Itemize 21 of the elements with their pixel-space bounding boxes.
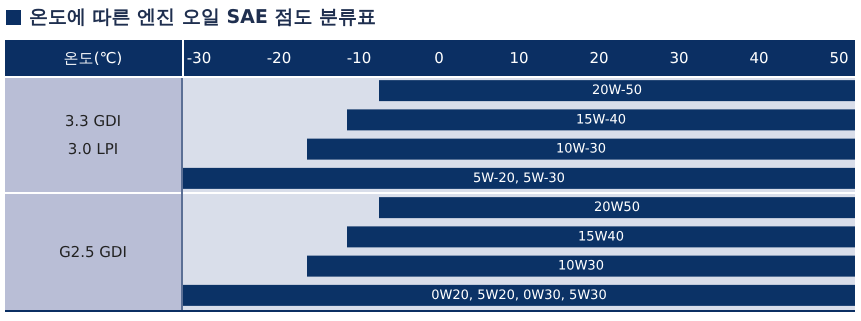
x-tick-label: 20 — [589, 48, 609, 67]
y-tick-label: 10W-30 — [556, 142, 606, 156]
chart-title: 온도에 따른 엔진 오일 SAE 점도 분류표 — [29, 5, 376, 30]
text: 3.3 GDI 3.0 LPI — [5, 78, 181, 192]
x-tick-label: -20 — [266, 48, 292, 67]
y-tick-label: 5W-20, 5W-30 — [473, 170, 565, 186]
x-tick-label: 10 — [509, 48, 529, 67]
y-tick-label: 20W-50 — [592, 83, 642, 98]
y-tick-label: 15W40 — [578, 229, 624, 244]
x-tick-label: 30 — [669, 48, 689, 67]
x-tick-label: 40 — [749, 48, 769, 67]
y-tick-label: 10W30 — [558, 258, 604, 274]
text: G2.5 GDI — [5, 194, 181, 310]
y-tick-label: 0W20, 5W20, 0W30, 5W30 — [431, 288, 607, 303]
x-tick-label: 0 — [434, 48, 444, 67]
x-axis-title: 온도(℃) — [62, 48, 124, 69]
y-tick-label: 15W-40 — [576, 112, 626, 128]
x-tick-label: -30 — [186, 48, 212, 67]
x-tick-label: -10 — [346, 48, 372, 67]
x-tick-label: 50 — [829, 48, 849, 67]
y-tick-label: 20W50 — [594, 200, 640, 215]
